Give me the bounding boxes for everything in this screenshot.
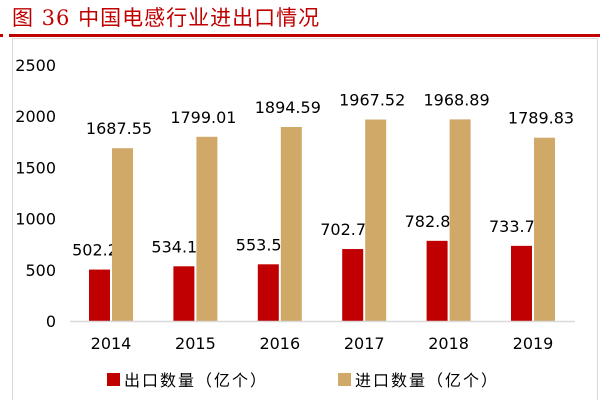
y-tick-label: 1000 [15, 210, 56, 229]
export-data-label: 502.2 [72, 241, 118, 260]
import-data-label: 1967.52 [339, 91, 405, 110]
import-bar [449, 119, 471, 321]
x-tick-label: 2014 [91, 334, 132, 353]
import-data-label: 1789.83 [508, 109, 574, 128]
legend-label-export: 出口数量（亿个） [124, 371, 268, 390]
legend-swatch-export [107, 373, 120, 386]
export-bar [173, 266, 195, 321]
x-tick-label: 2017 [344, 334, 385, 353]
title-rule [9, 34, 600, 37]
y-tick-label: 500 [25, 261, 56, 280]
export-data-label: 782.81 [405, 212, 461, 231]
x-tick-label: 2016 [259, 334, 300, 353]
x-tick-label: 2019 [513, 334, 554, 353]
import-bar [365, 119, 387, 321]
import-data-label: 1687.55 [86, 119, 152, 138]
import-bar [196, 136, 218, 321]
export-bar [342, 249, 364, 321]
legend-label-import: 进口数量（亿个） [355, 371, 499, 390]
import-data-label: 1894.59 [255, 98, 321, 117]
x-tick-label: 2018 [428, 334, 469, 353]
y-tick-label: 2000 [15, 107, 56, 126]
x-tick-label: 2015 [175, 334, 216, 353]
export-data-label: 702.72 [320, 220, 376, 239]
export-data-label: 553.58 [236, 235, 292, 254]
legend-swatch-import [338, 373, 351, 386]
export-bar [89, 269, 110, 321]
import-bar [280, 126, 302, 321]
export-data-label: 534.18 [151, 237, 207, 256]
export-data-label: 733.78 [489, 217, 545, 236]
export-bar [426, 240, 448, 321]
y-tick-label: 2500 [15, 56, 56, 75]
y-tick-label: 0 [46, 312, 56, 331]
y-tick-label: 1500 [15, 158, 56, 177]
rule-dot [0, 34, 3, 37]
export-bar [257, 264, 279, 321]
import-data-label: 1968.89 [424, 90, 490, 109]
import-data-label: 1799.01 [170, 108, 236, 127]
export-bar [511, 245, 532, 321]
chart-frame [12, 38, 598, 400]
import-bar [534, 137, 555, 321]
import-bar [112, 148, 133, 321]
figure-title: 图 36 中国电感行业进出口情况 [12, 6, 321, 30]
